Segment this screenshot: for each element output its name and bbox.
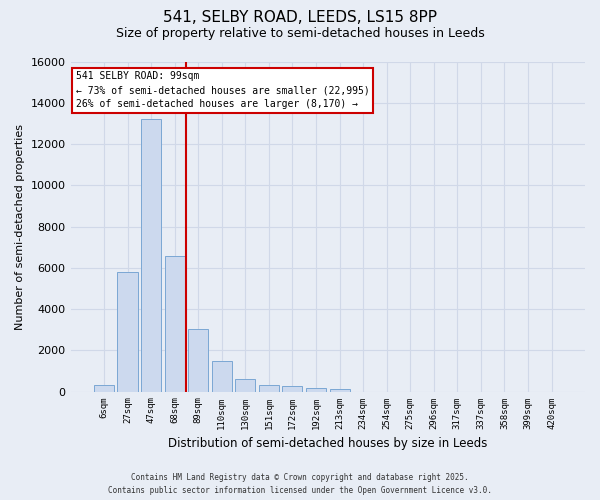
Y-axis label: Number of semi-detached properties: Number of semi-detached properties	[15, 124, 25, 330]
Bar	[94, 386, 114, 392]
Bar	[283, 386, 302, 392]
Bar	[164, 256, 185, 392]
Bar	[212, 360, 232, 392]
X-axis label: Distribution of semi-detached houses by size in Leeds: Distribution of semi-detached houses by …	[168, 437, 487, 450]
Bar	[235, 379, 256, 392]
Bar	[329, 389, 350, 392]
Bar	[188, 328, 208, 392]
Bar	[118, 272, 137, 392]
Text: 541 SELBY ROAD: 99sqm
← 73% of semi-detached houses are smaller (22,995)
26% of : 541 SELBY ROAD: 99sqm ← 73% of semi-deta…	[76, 72, 370, 110]
Bar	[141, 120, 161, 392]
Bar	[306, 388, 326, 392]
Bar	[259, 385, 279, 392]
Text: 541, SELBY ROAD, LEEDS, LS15 8PP: 541, SELBY ROAD, LEEDS, LS15 8PP	[163, 10, 437, 25]
Text: Size of property relative to semi-detached houses in Leeds: Size of property relative to semi-detach…	[116, 28, 484, 40]
Text: Contains HM Land Registry data © Crown copyright and database right 2025.
Contai: Contains HM Land Registry data © Crown c…	[108, 474, 492, 495]
